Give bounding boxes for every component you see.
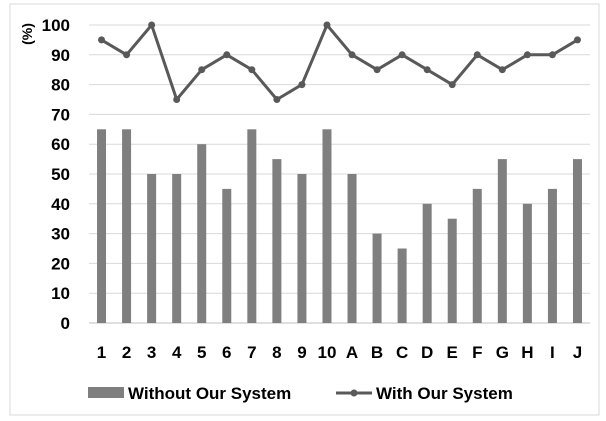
line-series-with-our-system <box>98 21 581 103</box>
bar <box>147 174 157 323</box>
series-line <box>100 23 579 101</box>
line-point <box>198 66 206 74</box>
x-tick-label: D <box>421 343 433 362</box>
y-tick-label: 80 <box>51 76 70 95</box>
x-tick-label: G <box>496 343 509 362</box>
line-point <box>473 51 481 59</box>
bar <box>272 159 282 323</box>
x-tick-label: 2 <box>122 343 131 362</box>
line-point <box>573 36 581 44</box>
bar <box>172 174 182 323</box>
y-tick-label: 40 <box>51 195 70 214</box>
bar <box>372 233 382 323</box>
x-tick-label: I <box>550 343 555 362</box>
bar <box>347 174 357 323</box>
bar <box>97 129 107 323</box>
y-tick-label: 50 <box>51 165 70 184</box>
y-tick-label: 60 <box>51 135 70 154</box>
bar <box>547 188 557 323</box>
line-point <box>173 96 181 103</box>
bar <box>397 248 407 323</box>
bar <box>422 203 432 323</box>
bar <box>472 188 482 323</box>
line-point <box>348 51 356 59</box>
legend-swatch-marker-with-our-system <box>350 389 358 397</box>
line-point <box>123 51 131 59</box>
x-tick-label: 1 <box>97 343 106 362</box>
x-tick-label: B <box>371 343 383 362</box>
line-point <box>323 21 331 29</box>
x-tick-label: C <box>396 343 408 362</box>
x-tick-label: J <box>573 343 582 362</box>
x-tick-label: A <box>346 343 358 362</box>
x-axis: 1 2 3 4 5 6 7 8 9 10 A B C D E F G H I J <box>97 343 582 362</box>
bar <box>322 129 332 323</box>
line-point <box>523 51 531 59</box>
y-tick-label: 0 <box>61 314 70 333</box>
x-tick-label: H <box>521 343 533 362</box>
line-point <box>298 81 306 89</box>
legend-label-with-our-system: With Our System <box>376 384 513 403</box>
x-tick-label: 3 <box>147 343 156 362</box>
bar <box>447 218 457 323</box>
legend: Without Our System With Our System <box>88 384 513 403</box>
x-tick-label: 5 <box>197 343 206 362</box>
y-tick-label: 20 <box>51 254 70 273</box>
y-axis: 0 10 20 30 40 50 60 70 80 90 100 <box>42 16 70 333</box>
bar <box>522 203 532 323</box>
line-point <box>498 66 506 74</box>
x-tick-label: F <box>472 343 482 362</box>
y-tick-label: 70 <box>51 105 70 124</box>
legend-swatch-without-our-system <box>88 387 124 398</box>
line-point <box>273 96 281 103</box>
line-point <box>148 21 156 29</box>
bar <box>247 129 257 323</box>
line-point <box>223 51 231 59</box>
bar <box>572 159 582 323</box>
y-tick-label: 10 <box>51 284 70 303</box>
line-point <box>398 51 406 59</box>
x-tick-label: 9 <box>297 343 306 362</box>
bar <box>197 144 207 323</box>
bar <box>497 159 507 323</box>
line-point <box>248 66 256 74</box>
bar <box>297 174 307 323</box>
line-point <box>448 81 456 89</box>
bar <box>222 188 232 323</box>
x-tick-label: 4 <box>172 343 182 362</box>
y-tick-label: 30 <box>51 225 70 244</box>
x-tick-label: 7 <box>247 343 256 362</box>
line-point <box>423 66 431 74</box>
bar <box>122 129 132 323</box>
line-point <box>373 66 381 74</box>
bar-series-without-our-system <box>97 129 582 323</box>
y-axis-label: (%) <box>19 23 35 45</box>
y-tick-label: 90 <box>51 46 70 65</box>
x-tick-label: 10 <box>318 343 337 362</box>
x-tick-label: 6 <box>222 343 231 362</box>
x-tick-label: E <box>447 343 458 362</box>
legend-label-without-our-system: Without Our System <box>128 384 291 403</box>
x-tick-label: 8 <box>272 343 281 362</box>
line-point <box>548 51 556 59</box>
line-point <box>98 36 106 44</box>
y-tick-label: 100 <box>42 16 70 35</box>
